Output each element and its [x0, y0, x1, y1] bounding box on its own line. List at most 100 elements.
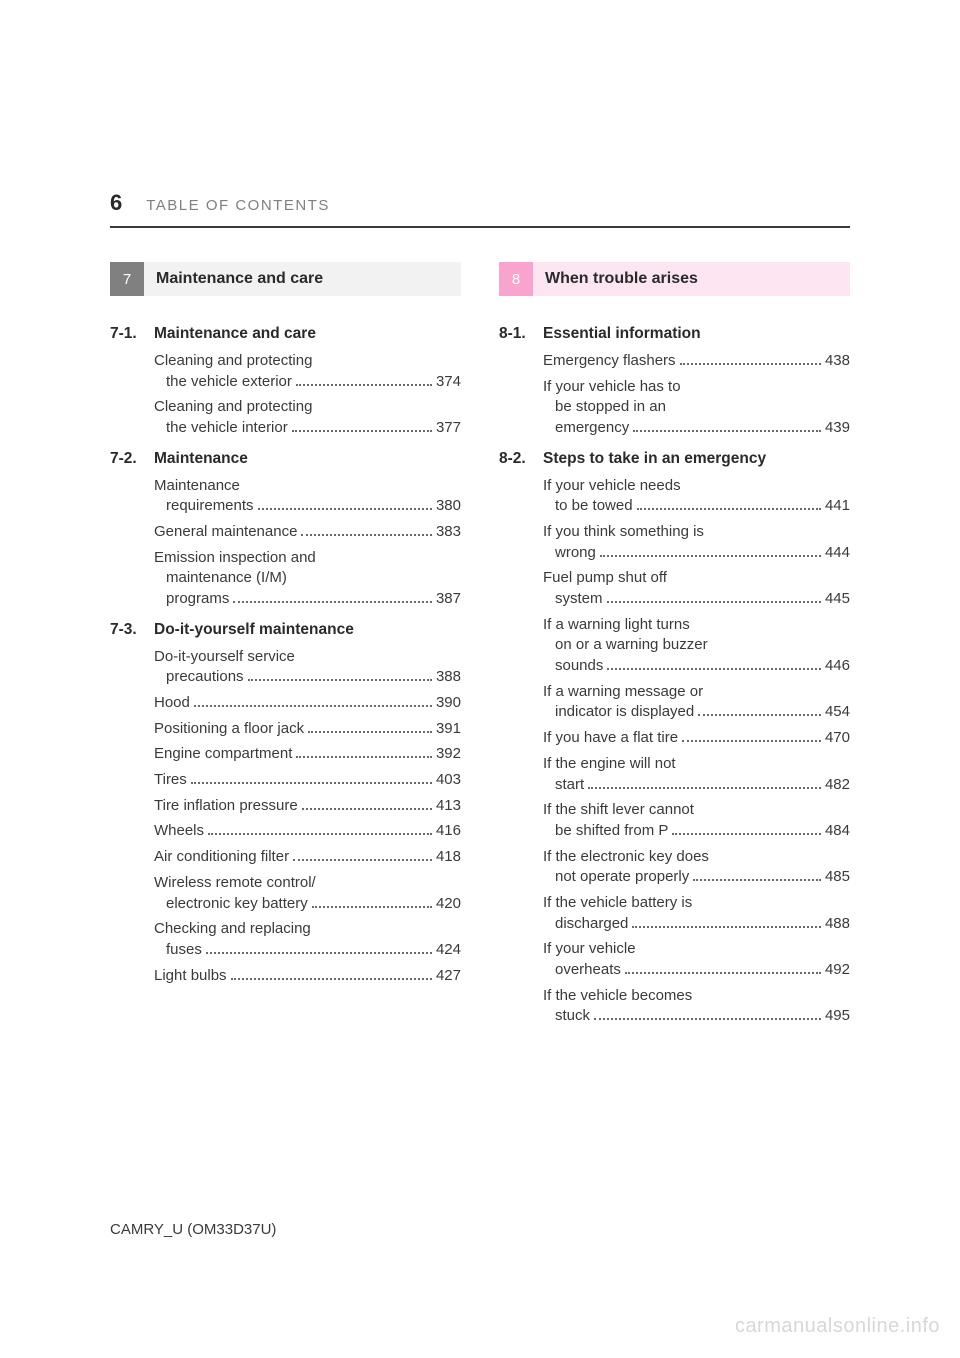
entry-last-line: sounds446 [543, 656, 850, 677]
toc-entry[interactable]: Cleaning and protectingthe vehicle inter… [154, 397, 461, 438]
toc-entry[interactable]: If you think something iswrong444 [543, 522, 850, 563]
entry-text-line: If the electronic key does [543, 847, 850, 868]
leader-dots [302, 796, 432, 810]
entry-page: 482 [825, 775, 850, 796]
toc-entry[interactable]: If the vehicle becomesstuck495 [543, 986, 850, 1027]
toc-entry[interactable]: If a warning light turnson or a warning … [543, 615, 850, 677]
section-title: Steps to take in an emergency [543, 449, 850, 470]
leader-dots [296, 745, 432, 759]
entry-last-line: not operate properly485 [543, 867, 850, 888]
entry-last-line: requirements380 [154, 496, 461, 517]
entry-last-line: overheats492 [543, 960, 850, 981]
toc-entry[interactable]: Cleaning and protectingthe vehicle exter… [154, 351, 461, 392]
leader-dots [588, 775, 821, 789]
entry-last-line: wrong444 [543, 543, 850, 564]
toc-entry[interactable]: If your vehicle has tobe stopped in anem… [543, 377, 850, 439]
leader-dots [308, 719, 432, 733]
entry-text: Light bulbs [154, 966, 227, 987]
toc-entry[interactable]: Positioning a floor jack 391 [154, 719, 461, 740]
toc-entry[interactable]: Light bulbs427 [154, 966, 461, 987]
toc-entry[interactable]: Air conditioning filter418 [154, 847, 461, 868]
entry-text-line: If a warning light turns [543, 615, 850, 636]
entry-text: Tire inflation pressure [154, 796, 298, 817]
entry-text-line: If the engine will not [543, 754, 850, 775]
entry-text-line: Maintenance [154, 476, 461, 497]
section-number: 8-2. [499, 449, 543, 470]
entry-last-line: fuses424 [154, 940, 461, 961]
toc-entry[interactable]: If a warning message orindicator is disp… [543, 682, 850, 723]
entry-text: precautions [166, 667, 244, 688]
toc-entry[interactable]: If you have a flat tire470 [543, 728, 850, 749]
entry-page: 446 [825, 656, 850, 677]
entry-text: overheats [555, 960, 621, 981]
entry-page: 420 [436, 894, 461, 915]
entry-text: Emergency flashers [543, 351, 676, 372]
toc-entry[interactable]: Tires403 [154, 770, 461, 791]
entry-page: 374 [436, 372, 461, 393]
entry-text: requirements [166, 496, 254, 517]
entry-last-line: the vehicle exterior374 [154, 372, 461, 393]
entry-page: 377 [436, 418, 461, 439]
entry-text: start [555, 775, 584, 796]
entry-last-line: If you have a flat tire470 [543, 728, 850, 749]
entry-last-line: be shifted from P484 [543, 821, 850, 842]
toc-entry[interactable]: Wireless remote control/electronic key b… [154, 873, 461, 914]
entry-last-line: Hood390 [154, 693, 461, 714]
entry-last-line: programs387 [154, 589, 461, 610]
toc-section: 7-3.Do-it-yourself maintenanceDo-it-your… [110, 620, 461, 987]
entry-page: 424 [436, 940, 461, 961]
toc-entry[interactable]: If the electronic key doesnot operate pr… [543, 847, 850, 888]
section-entries: Emergency flashers438 If your vehicle has… [499, 351, 850, 439]
toc-entry[interactable]: General maintenance383 [154, 522, 461, 543]
entry-last-line: system445 [543, 589, 850, 610]
toc-entry[interactable]: Fuel pump shut offsystem445 [543, 568, 850, 609]
entry-last-line: Air conditioning filter418 [154, 847, 461, 868]
leader-dots [248, 668, 432, 682]
toc-entry[interactable]: Wheels416 [154, 821, 461, 842]
entry-text: discharged [555, 914, 628, 935]
section-entries: If your vehicle needsto be towed441 If yo… [499, 476, 850, 1028]
toc-entry[interactable]: Emission inspection andmaintenance (I/M)… [154, 548, 461, 610]
entry-last-line: to be towed441 [543, 496, 850, 517]
leader-dots [292, 418, 432, 432]
entry-page: 391 [436, 719, 461, 740]
section-entries: Maintenancerequirements380 General mainte… [110, 476, 461, 610]
toc-section: 7-2.Maintenance Maintenancerequirements38… [110, 449, 461, 610]
chapter-badge: 7 [110, 262, 144, 296]
leader-dots [293, 848, 432, 862]
right-sections: 8-1.Essential information Emergency flash… [499, 324, 850, 1027]
toc-entry[interactable]: Do-it-yourself serviceprecautions388 [154, 647, 461, 688]
toc-entry[interactable]: If the engine will notstart 482 [543, 754, 850, 795]
entry-last-line: Tires403 [154, 770, 461, 791]
section-heading: 7-2.Maintenance [110, 449, 461, 470]
toc-entry[interactable]: If the vehicle battery isdischarged488 [543, 893, 850, 934]
toc-entry[interactable]: Engine compartment392 [154, 744, 461, 765]
toc-entry[interactable]: Maintenancerequirements380 [154, 476, 461, 517]
page-number: 6 [110, 190, 122, 216]
entry-text-line: Wireless remote control/ [154, 873, 461, 894]
toc-entry[interactable]: If your vehicleoverheats492 [543, 939, 850, 980]
entry-text: to be towed [555, 496, 633, 517]
toc-entry[interactable]: If the shift lever cannotbe shifted from… [543, 800, 850, 841]
section-number: 8-1. [499, 324, 543, 345]
entry-text: stuck [555, 1006, 590, 1027]
entry-text-line: If the vehicle battery is [543, 893, 850, 914]
header-title: TABLE OF CONTENTS [146, 197, 330, 214]
chapter-title: Maintenance and care [144, 262, 461, 296]
entry-page: 454 [825, 702, 850, 723]
entry-page: 445 [825, 589, 850, 610]
section-title: Essential information [543, 324, 850, 345]
right-column: 8 When trouble arises 8-1.Essential info… [499, 262, 850, 1037]
toc-entry[interactable]: Checking and replacingfuses424 [154, 919, 461, 960]
entry-page: 444 [825, 543, 850, 564]
toc-entry[interactable]: Hood390 [154, 693, 461, 714]
leader-dots [693, 868, 821, 882]
watermark: carmanualsonline.info [735, 1315, 940, 1338]
toc-entry[interactable]: If your vehicle needsto be towed441 [543, 476, 850, 517]
footer-code: CAMRY_U (OM33D37U) [110, 1221, 276, 1238]
entry-text: Air conditioning filter [154, 847, 289, 868]
toc-entry[interactable]: Emergency flashers438 [543, 351, 850, 372]
entry-text: Positioning a floor jack [154, 719, 304, 740]
section-entries: Cleaning and protectingthe vehicle exter… [110, 351, 461, 439]
toc-entry[interactable]: Tire inflation pressure413 [154, 796, 461, 817]
